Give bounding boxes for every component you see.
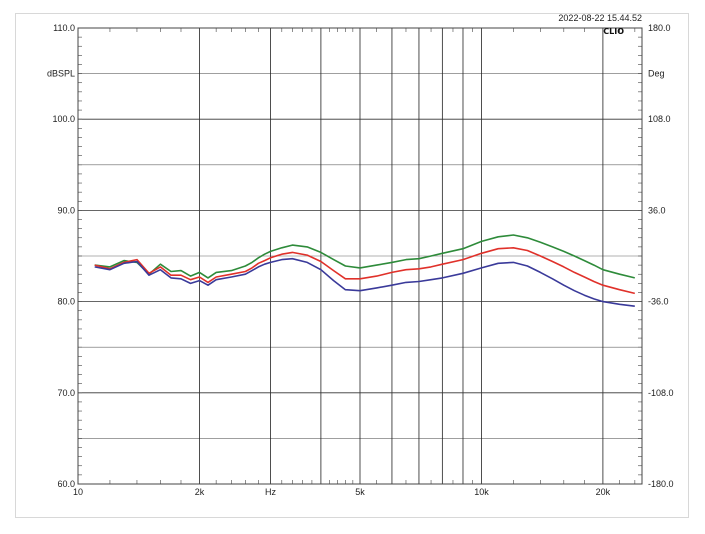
- y-tick-label: 110.0: [53, 23, 75, 33]
- y2-tick-label: 180.0: [648, 23, 671, 33]
- plot-border: [77, 27, 643, 485]
- y2-tick-label: 36.0: [648, 205, 666, 215]
- x-tick-label: 2k: [195, 487, 205, 497]
- x-tick-label: Hz: [265, 487, 276, 497]
- y2-tick-label: -36.0: [648, 297, 669, 307]
- y2-tick-label: 108.0: [648, 114, 671, 124]
- series-line-3: [94, 257, 635, 307]
- timestamp-label: 2022-08-22 15.44.52: [558, 13, 642, 23]
- x-tick-label: 10: [73, 487, 83, 497]
- y-tick-label: 70.0: [57, 388, 75, 398]
- y-axis-label: dBSPL: [47, 69, 75, 79]
- x-tick-label: 10k: [474, 487, 489, 497]
- x-tick-label: 5k: [355, 487, 365, 497]
- brand-logo: CLIO: [603, 27, 624, 36]
- series-line-1: [94, 234, 635, 279]
- y-tick-label: 80.0: [57, 297, 75, 307]
- y-tick-label: 90.0: [57, 205, 75, 215]
- y-tick-label: 60.0: [57, 479, 75, 489]
- axis-labels: 110.0 100.0 90.0 80.0 70.0 60.0 180.0 108.0 36.0…: [47, 23, 674, 497]
- y-tick-label: 100.0: [52, 114, 75, 124]
- chart-frame: [15, 13, 689, 518]
- series-layer: [94, 234, 635, 307]
- y2-tick-label: -180.0: [648, 479, 674, 489]
- y2-tick-label: -108.0: [648, 388, 674, 398]
- y2-axis-label: Deg: [648, 69, 665, 79]
- axis-ticks: [78, 27, 642, 485]
- series-line-2: [94, 247, 635, 295]
- x-tick-label: 20k: [596, 487, 611, 497]
